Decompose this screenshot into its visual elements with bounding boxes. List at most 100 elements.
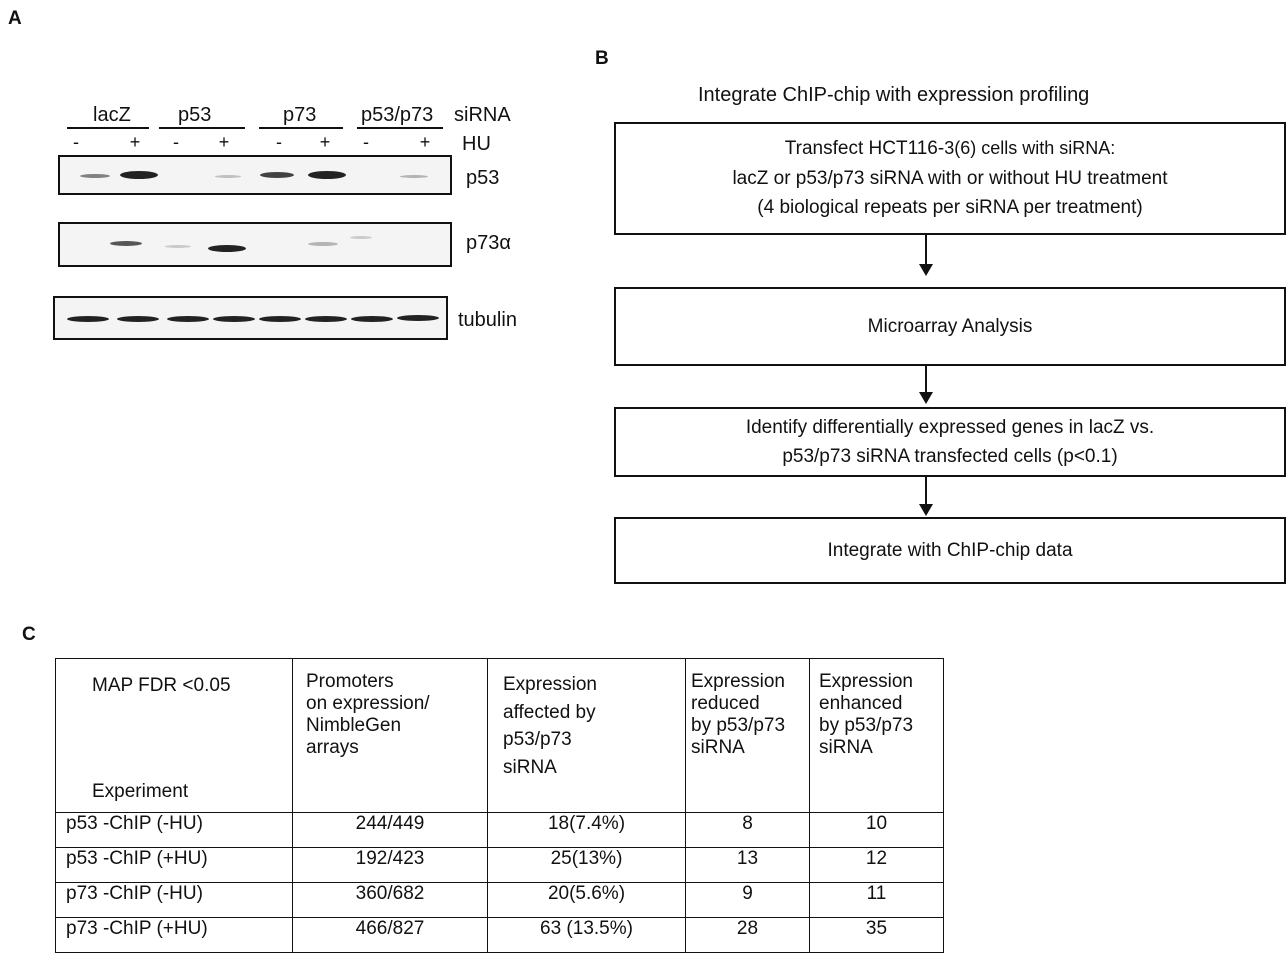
hu-sign: - [276,132,282,152]
blot-band [165,245,191,248]
table-row: p73 -ChIP (+HU) 466/827 63 (13.5%) 28 35 [55,917,944,953]
flow-arrowhead [919,504,933,516]
blot-band [260,172,294,178]
hu-sign: + [218,132,230,152]
panel-a-letter: A [8,8,22,29]
header-enhanced: Expression enhanced by p53/p73 siRNA [819,671,914,758]
flow-step-integrate: Integrate with ChIP-chip data [614,517,1286,584]
cell-enhanced: 10 [809,812,944,848]
cell-affected: 20(5.6%) [487,882,686,918]
flow-arrowhead [919,392,933,404]
group-label-lacz: lacZ [93,104,131,126]
flow-arrow [925,477,927,505]
hu-sign: + [419,132,431,152]
blot-band [80,174,110,178]
blot-band [305,316,347,322]
flow-step-microarray: Microarray Analysis [614,287,1286,366]
blot-band [351,316,393,322]
header-affected: Expression affected by p53/p73 siRNA [503,674,597,778]
hu-sign: - [173,132,179,152]
step1-line2: lacZ or p53/p73 siRNA with or without HU… [732,167,1168,189]
blot-band [213,316,255,322]
results-table: MAP FDR <0.05 Experiment Promoters on ex… [55,658,944,953]
cell-affected: 63 (13.5%) [487,917,686,953]
panel-b-letter: B [595,48,609,69]
header-cell-promoters: Promoters on expression/ NimbleGen array… [292,658,488,813]
group-label-p73: p73 [283,104,317,126]
blot-label-tubulin: tubulin [458,309,517,331]
group-label-p53-p73: p53/p73 [361,104,434,126]
step2-text: Microarray Analysis [867,315,1033,337]
blot-band [259,316,301,322]
cell-experiment: p53 -ChIP (-HU) [55,812,293,848]
blot-band [120,171,158,179]
header-cell-experiment: MAP FDR <0.05 Experiment [55,658,293,813]
step1-line1: Transfect HCT116-3(6) cells with siRNA: [784,138,1116,160]
blot-band [110,241,142,246]
blot-p73alpha [58,222,452,267]
header-cell-enhanced: Expression enhanced by p53/p73 siRNA [809,658,944,813]
table-row: p53 -ChIP (+HU) 192/423 25(13%) 13 12 [55,847,944,883]
cell-experiment: p73 -ChIP (+HU) [55,917,293,953]
group-underline [159,127,245,129]
cell-affected: 18(7.4%) [487,812,686,848]
cell-reduced: 8 [685,812,810,848]
flow-title: Integrate ChIP-chip with expression prof… [698,84,1090,106]
hu-sign: + [319,132,331,152]
panel-c-letter: C [22,624,36,645]
header-experiment: Experiment [92,781,189,802]
cell-promoters: 192/423 [292,847,488,883]
header-cell-reduced: Expression reduced by p53/p73 siRNA [685,658,810,813]
table-row: p73 -ChIP (-HU) 360/682 20(5.6%) 9 11 [55,882,944,918]
step4-text: Integrate with ChIP-chip data [827,539,1073,561]
flow-step-transfect: Transfect HCT116-3(6) cells with siRNA: … [614,122,1286,235]
cell-promoters: 360/682 [292,882,488,918]
blot-band [397,315,439,321]
hu-sign: - [363,132,369,152]
group-label-p53: p53 [178,104,212,126]
blot-band [308,242,338,246]
cell-promoters: 466/827 [292,917,488,953]
blot-band [308,171,346,179]
flow-step-identify: Identify differentially expressed genes … [614,407,1286,477]
cell-affected: 25(13%) [487,847,686,883]
table-row: p53 -ChIP (-HU) 244/449 18(7.4%) 8 10 [55,812,944,848]
flow-arrowhead [919,264,933,276]
hu-sign: - [73,132,79,152]
sirna-label: siRNA [454,104,511,126]
step3-line2: p53/p73 siRNA transfected cells (p<0.1) [782,446,1118,467]
group-underline [67,127,149,129]
table-header-row: MAP FDR <0.05 Experiment Promoters on ex… [55,658,944,813]
step1-line3: (4 biological repeats per siRNA per trea… [757,197,1143,219]
cell-reduced: 9 [685,882,810,918]
group-underline [357,127,443,129]
cell-enhanced: 35 [809,917,944,953]
blot-band [117,316,159,322]
blot-band [208,245,246,252]
flow-arrow [925,235,927,265]
cell-enhanced: 12 [809,847,944,883]
blot-label-p53: p53 [466,167,500,189]
blot-tubulin [53,296,448,340]
blot-label-p73alpha: p73α [466,232,511,254]
group-underline [259,127,343,129]
blot-band [215,175,241,178]
step3-line1: Identify differentially expressed genes … [745,416,1155,438]
cell-experiment: p53 -ChIP (+HU) [55,847,293,883]
header-map-fdr: MAP FDR <0.05 [92,675,231,696]
cell-experiment: p73 -ChIP (-HU) [55,882,293,918]
cell-reduced: 13 [685,847,810,883]
header-reduced: Expression reduced by p53/p73 siRNA [691,671,786,758]
blot-band [400,175,428,178]
blot-p53 [58,155,452,195]
hu-label: HU [462,133,491,155]
blot-band [67,316,109,322]
cell-promoters: 244/449 [292,812,488,848]
blot-band [350,236,372,239]
header-cell-affected: Expression affected by p53/p73 siRNA [487,658,686,813]
header-promoters: Promoters on expression/ NimbleGen array… [306,671,430,758]
cell-enhanced: 11 [809,882,944,918]
blot-band [167,316,209,322]
flow-arrow [925,366,927,393]
cell-reduced: 28 [685,917,810,953]
